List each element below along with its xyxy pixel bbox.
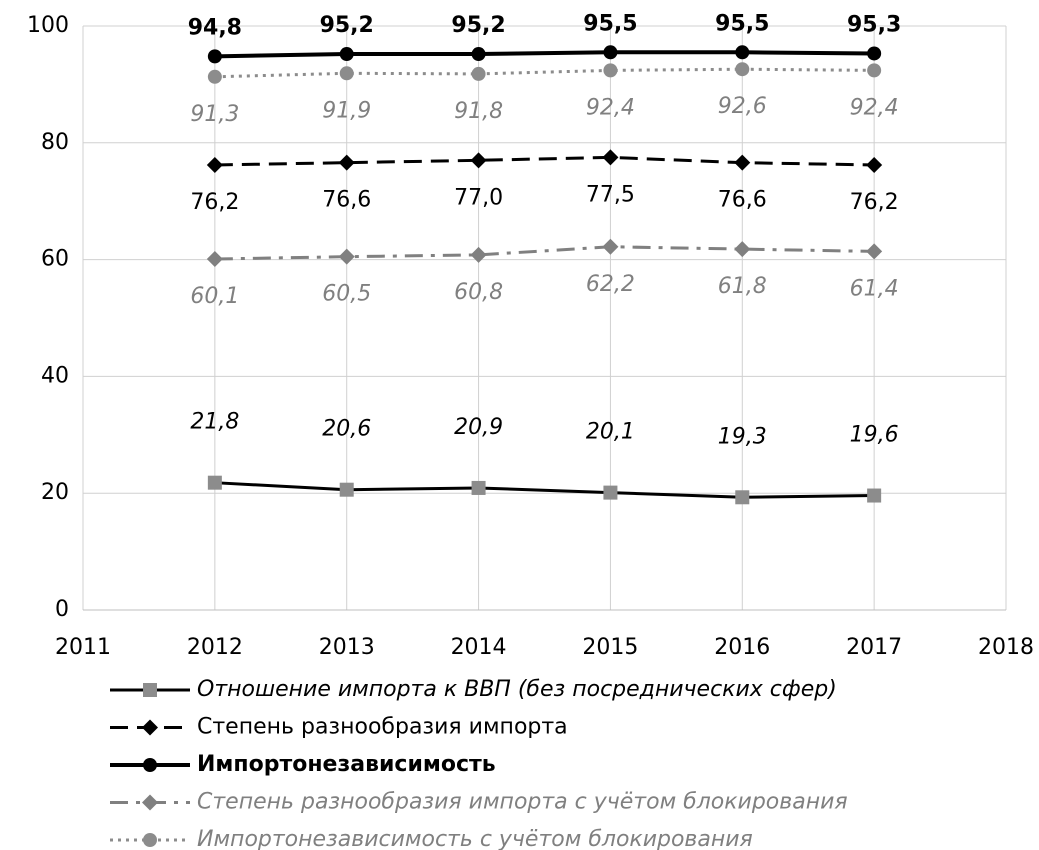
data-label: 77,0 (454, 185, 503, 210)
data-label: 21,8 (190, 410, 239, 435)
marker (603, 485, 618, 500)
marker (734, 241, 751, 258)
data-label: 76,2 (850, 190, 899, 215)
data-label: 19,3 (718, 424, 767, 449)
marker (339, 66, 354, 81)
data-label: 20,1 (586, 420, 635, 445)
marker (471, 66, 486, 81)
data-label: 95,5 (715, 11, 769, 36)
marker (143, 833, 157, 847)
data-label: 76,2 (190, 190, 239, 215)
legend-label: Отношение импорта к ВВП (без посредничес… (197, 677, 837, 702)
marker (207, 475, 222, 490)
marker (735, 490, 750, 505)
marker (603, 45, 618, 60)
data-label: 20,6 (322, 417, 371, 442)
y-tick-label: 40 (41, 363, 69, 388)
data-label: 76,6 (322, 188, 371, 213)
data-label: 60,5 (322, 282, 371, 307)
marker (867, 488, 882, 503)
marker (470, 246, 487, 263)
data-label: 76,6 (718, 188, 767, 213)
data-label: 95,2 (320, 13, 374, 38)
marker (207, 69, 222, 84)
data-label: 19,6 (850, 423, 899, 448)
y-tick-label: 100 (27, 13, 69, 38)
data-label: 95,5 (583, 11, 637, 36)
series-line (214, 67, 875, 79)
data-label: 60,8 (454, 280, 503, 305)
y-tick-label: 60 (41, 247, 69, 272)
x-tick-label: 2015 (582, 635, 638, 660)
marker (206, 156, 223, 173)
data-label: 94,8 (188, 15, 242, 40)
data-label: 60,1 (190, 284, 239, 309)
data-label: 95,2 (451, 13, 505, 38)
marker (734, 154, 751, 171)
y-tick-label: 0 (55, 597, 69, 622)
data-label: 91,8 (454, 99, 503, 124)
y-tick-label: 80 (41, 130, 69, 155)
data-label: 62,2 (586, 272, 635, 297)
series-line (214, 481, 875, 499)
data-label: 95,3 (847, 12, 901, 37)
marker (471, 480, 486, 495)
legend-label: Степень разнообразия импорта с учётом бл… (197, 790, 848, 815)
data-label: 92,6 (718, 94, 767, 119)
data-label: 20,9 (454, 415, 503, 440)
data-label: 92,4 (586, 95, 635, 120)
marker (867, 46, 882, 61)
data-label: 61,8 (718, 274, 767, 299)
x-tick-label: 2012 (187, 635, 243, 660)
series-line (214, 245, 875, 261)
x-tick-label: 2018 (978, 635, 1034, 660)
marker (143, 758, 157, 772)
marker (338, 248, 355, 265)
legend-label: Импортонезависимость с учётом блокирован… (197, 827, 753, 850)
marker (866, 243, 883, 260)
marker (603, 63, 618, 78)
marker (339, 482, 354, 497)
x-tick-label: 2017 (846, 635, 902, 660)
marker (142, 794, 158, 811)
marker (143, 683, 157, 697)
marker (602, 149, 619, 166)
marker (867, 63, 882, 78)
marker (735, 45, 750, 60)
x-tick-label: 2016 (714, 635, 770, 660)
marker (142, 719, 158, 736)
x-tick-label: 2013 (319, 635, 375, 660)
data-label: 91,3 (190, 102, 239, 127)
x-tick-label: 2011 (55, 635, 111, 660)
marker (339, 47, 354, 62)
marker (471, 47, 486, 62)
marker (470, 152, 487, 169)
series-line (214, 155, 875, 167)
legend-label: Импортонезависимость (197, 752, 496, 777)
marker (338, 154, 355, 171)
data-label: 92,4 (850, 95, 899, 120)
marker (866, 156, 883, 173)
data-label: 61,4 (850, 276, 899, 301)
x-tick-label: 2014 (451, 635, 507, 660)
data-label: 77,5 (586, 182, 635, 207)
legend-label: Степень разнообразия импорта (197, 715, 568, 740)
marker (602, 238, 619, 255)
marker (206, 251, 223, 268)
y-tick-label: 20 (41, 480, 69, 505)
marker (735, 62, 750, 77)
marker (207, 49, 222, 64)
series-line (214, 50, 875, 59)
data-label: 91,9 (322, 98, 371, 123)
